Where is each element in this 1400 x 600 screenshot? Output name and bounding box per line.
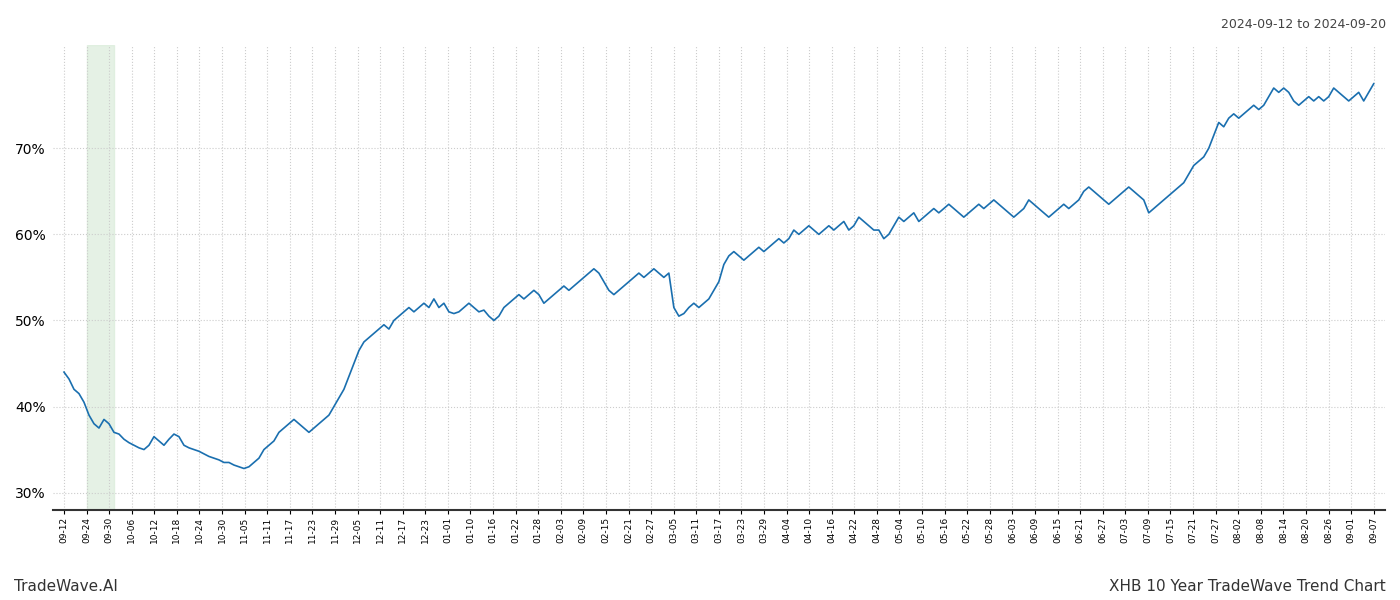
Text: XHB 10 Year TradeWave Trend Chart: XHB 10 Year TradeWave Trend Chart [1109,579,1386,594]
Text: 2024-09-12 to 2024-09-20: 2024-09-12 to 2024-09-20 [1221,18,1386,31]
Text: TradeWave.AI: TradeWave.AI [14,579,118,594]
Bar [87,45,113,510]
